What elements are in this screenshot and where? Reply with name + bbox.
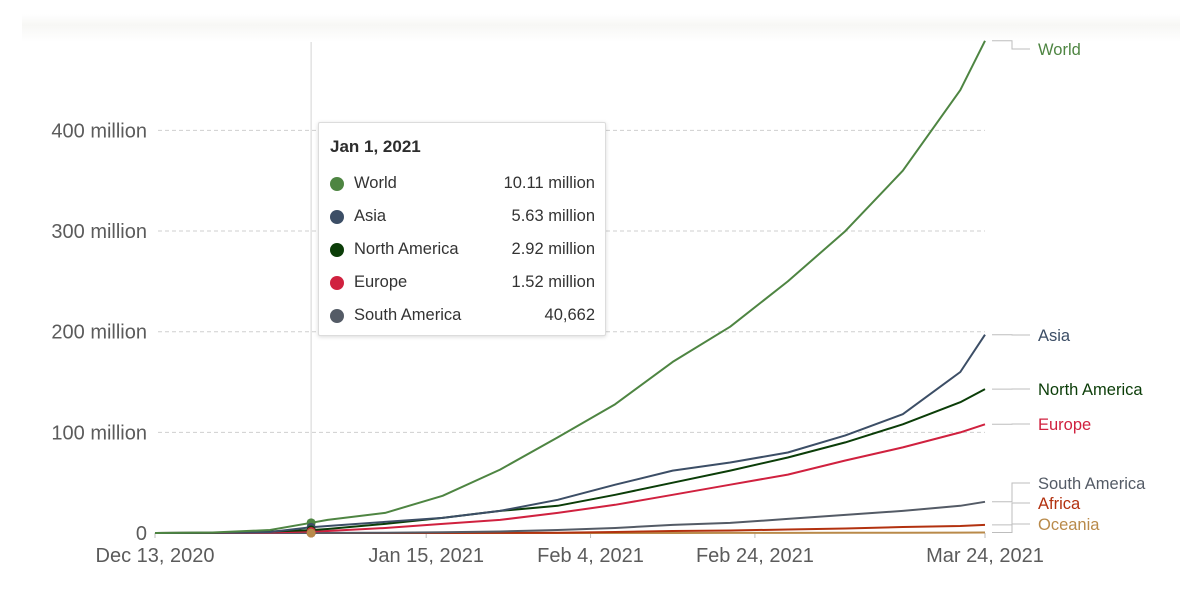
series-line-europe[interactable] xyxy=(154,423,986,534)
x-tick-label: Feb 24, 2021 xyxy=(696,545,814,567)
series-label-world[interactable]: World xyxy=(1038,41,1081,59)
y-tick-label: 300 million xyxy=(51,221,147,243)
series-labels: World Asia North America Europe South Americ… xyxy=(992,40,1146,534)
series-label-asia[interactable]: Asia xyxy=(1038,327,1071,345)
south-america-dot-icon xyxy=(330,308,344,323)
north-america-dot-icon xyxy=(330,242,344,257)
tooltip-row-north-america: North America 2.92 million xyxy=(329,233,595,266)
tooltip-series-value: 2.92 million xyxy=(511,240,595,258)
series-line-north-america[interactable] xyxy=(154,388,986,534)
header-band xyxy=(22,14,1180,42)
tooltip-date: Jan 1, 2021 xyxy=(330,137,421,156)
series-lines xyxy=(154,40,986,534)
hover-tooltip: Jan 1, 2021 World 10.11 million Asia 5.6… xyxy=(318,122,606,336)
y-tick-label: 400 million xyxy=(51,120,147,142)
tooltip-row-europe: Europe 1.52 million xyxy=(329,266,595,299)
series-label-europe[interactable]: Europe xyxy=(1038,416,1091,434)
hover-marker-oceania xyxy=(306,528,316,538)
tooltip-series-name: North America xyxy=(354,240,459,258)
hover-markers xyxy=(306,518,316,538)
y-axis-ticks: 0 100 million 200 million 300 million 400 mi… xyxy=(51,120,147,545)
tooltip-series-value: 1.52 million xyxy=(511,273,595,291)
label-connector xyxy=(992,502,1030,526)
series-label-oceania[interactable]: Oceania xyxy=(1038,516,1100,534)
y-tick-label: 0 xyxy=(136,523,147,545)
series-label-africa[interactable]: Africa xyxy=(1038,495,1081,513)
y-tick-label: 200 million xyxy=(51,322,147,344)
tooltip-row-south-america: South America 40,662 xyxy=(329,299,595,332)
x-tick-label: Feb 4, 2021 xyxy=(537,545,644,567)
label-connector xyxy=(992,482,1030,503)
x-tick-label: Dec 13, 2020 xyxy=(96,545,215,567)
tooltip-series-value: 5.63 million xyxy=(511,207,595,225)
tooltip-series-name: South America xyxy=(354,306,462,324)
series-label-south-america[interactable]: South America xyxy=(1038,475,1146,493)
x-axis-ticks: Dec 13, 2020 Jan 15, 2021 Feb 4, 2021 Feb 2… xyxy=(96,533,1044,567)
tooltip-row-asia: Asia 5.63 million xyxy=(329,200,595,233)
x-tick-label: Jan 15, 2021 xyxy=(368,545,484,567)
tooltip-series-name: Asia xyxy=(354,207,387,225)
tooltip-series-name: Europe xyxy=(354,273,408,291)
tooltip-series-value: 40,662 xyxy=(544,306,595,324)
tooltip-series-value: 10.11 million xyxy=(503,174,595,192)
world-dot-icon xyxy=(330,176,344,191)
europe-dot-icon xyxy=(330,275,344,290)
asia-dot-icon xyxy=(330,209,344,224)
tooltip-series-name: World xyxy=(354,174,397,192)
series-line-world[interactable] xyxy=(154,40,986,534)
label-connector xyxy=(992,523,1030,533)
series-line-south-america[interactable] xyxy=(155,500,986,534)
series-label-north-america[interactable]: North America xyxy=(1038,381,1143,399)
series-line-asia[interactable] xyxy=(154,334,986,534)
tooltip-row-world: World 10.11 million xyxy=(329,167,595,200)
y-tick-label: 100 million xyxy=(51,422,147,444)
label-connector xyxy=(992,40,1030,50)
x-tick-label: Mar 24, 2021 xyxy=(926,545,1044,567)
